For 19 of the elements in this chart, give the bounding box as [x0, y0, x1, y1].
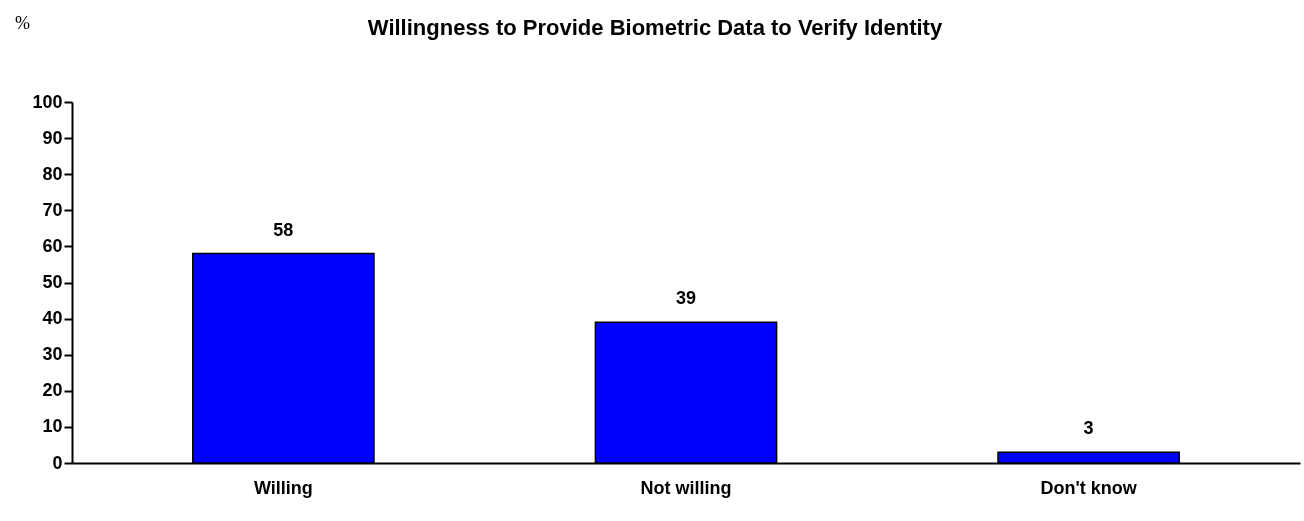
y-tick-label: 20: [42, 380, 63, 401]
x-tick-label: Not willing: [640, 477, 732, 498]
y-tick-label: 30: [42, 344, 63, 365]
chart-title: Willingness to Provide Biometric Data to Verify Identity: [367, 15, 943, 40]
x-tick-label: Willing: [253, 477, 313, 498]
y-tick-label: 90: [42, 127, 63, 148]
y-tick-label: 80: [42, 163, 63, 184]
y-tick-label: 70: [42, 199, 63, 220]
data-label: 58: [273, 219, 294, 240]
y-tick-label: 40: [42, 308, 63, 329]
y-tick-label: 50: [42, 272, 63, 292]
data-label: 39: [675, 288, 697, 309]
y-axis-title: %: [15, 12, 30, 33]
y-tick-label: 0: [52, 452, 63, 473]
y-tick-label: 10: [42, 416, 63, 437]
y-tick-label: 100: [32, 91, 63, 112]
x-tick-label: Don't know: [1040, 477, 1138, 498]
y-tick-label: 60: [42, 235, 63, 256]
data-label: 3: [1083, 418, 1094, 439]
